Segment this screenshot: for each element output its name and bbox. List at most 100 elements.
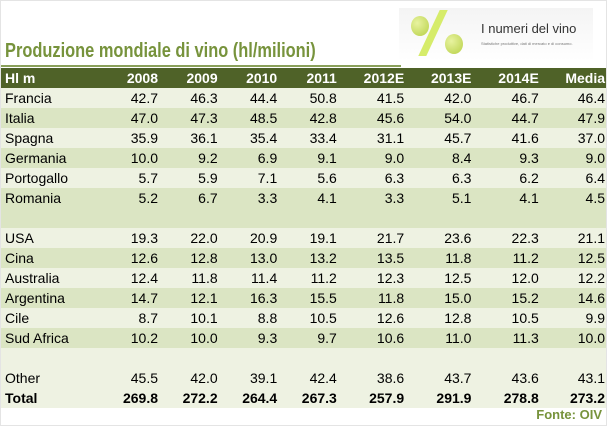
cell-value: 12.0 <box>474 268 542 288</box>
cell-value: 13.5 <box>339 248 408 268</box>
cell-value: 19.1 <box>280 228 340 248</box>
cell-value: 36.1 <box>161 128 221 148</box>
cell-value: 6.3 <box>407 168 475 188</box>
table-row: Argentina 14.7 12.1 16.3 15.5 11.8 15.0 15.2 14.… <box>1 288 606 308</box>
cell-value: 44.7 <box>474 108 542 128</box>
cell-value: 9.3 <box>474 148 542 168</box>
cell-value: 267.3 <box>280 388 340 408</box>
cell-value: 47.3 <box>161 108 221 128</box>
cell-value <box>474 208 542 228</box>
column-header: 2009 <box>161 68 221 88</box>
cell-value: 269.8 <box>101 388 162 408</box>
cell-value <box>220 208 281 228</box>
row-label <box>1 208 102 228</box>
cell-value <box>541 348 606 368</box>
table-row: Spagna 35.9 36.1 35.4 33.4 31.1 45.7 41.6 37.0 <box>1 128 606 148</box>
row-label: Francia <box>1 88 102 108</box>
cell-value <box>220 348 281 368</box>
cell-value: 4.5 <box>541 188 606 208</box>
cell-value: 12.5 <box>407 268 475 288</box>
cell-value: 10.0 <box>541 328 606 348</box>
cell-value: 10.5 <box>280 308 340 328</box>
cell-value: 16.3 <box>220 288 281 308</box>
cell-value: 42.7 <box>101 88 162 108</box>
source-note: Fonte: OIV <box>536 407 602 422</box>
logo-subtitle: Statistiche produttive, dati di mercato … <box>481 41 573 46</box>
cell-value: 10.1 <box>161 308 221 328</box>
cell-value: 3.3 <box>339 188 408 208</box>
column-header: 2014E <box>474 68 542 88</box>
cell-value: 43.7 <box>407 368 475 388</box>
cell-value <box>541 208 606 228</box>
cell-value <box>474 348 542 368</box>
row-label: Portogallo <box>1 168 102 188</box>
cell-value: 46.4 <box>541 88 606 108</box>
cell-value: 47.0 <box>101 108 162 128</box>
column-header: Hl m <box>1 68 102 88</box>
cell-value: 41.5 <box>339 88 408 108</box>
cell-value: 45.6 <box>339 108 408 128</box>
cell-value: 21.7 <box>339 228 408 248</box>
cell-value <box>280 348 340 368</box>
cell-value: 19.3 <box>101 228 162 248</box>
cell-value: 6.3 <box>339 168 408 188</box>
cell-value: 20.9 <box>220 228 281 248</box>
row-label: Total <box>1 388 102 408</box>
cell-value: 12.1 <box>161 288 221 308</box>
cell-value: 12.8 <box>407 308 475 328</box>
cell-value: 8.7 <box>101 308 162 328</box>
cell-value: 10.6 <box>339 328 408 348</box>
cell-value: 6.4 <box>541 168 606 188</box>
cell-value: 14.7 <box>101 288 162 308</box>
cell-value: 9.2 <box>161 148 221 168</box>
table-row: Cina 12.6 12.8 13.0 13.2 13.5 11.8 11.2 12.5 <box>1 248 606 268</box>
cell-value: 33.4 <box>280 128 340 148</box>
cell-value: 12.3 <box>339 268 408 288</box>
cell-value: 9.1 <box>280 148 340 168</box>
row-label: Sud Africa <box>1 328 102 348</box>
table-row: Germania 10.0 9.2 6.9 9.1 9.0 8.4 9.3 9.0 <box>1 148 606 168</box>
cell-value: 23.6 <box>407 228 475 248</box>
cell-value: 6.7 <box>161 188 221 208</box>
cell-value: 43.1 <box>541 368 606 388</box>
row-label: USA <box>1 228 102 248</box>
cell-value: 13.0 <box>220 248 281 268</box>
table-row: Italia 47.0 47.3 48.5 42.8 45.6 54.0 44.7 47.9 <box>1 108 606 128</box>
cell-value: 6.9 <box>220 148 281 168</box>
column-header: 2008 <box>101 68 162 88</box>
cell-value: 11.3 <box>474 328 542 348</box>
cell-value: 9.3 <box>220 328 281 348</box>
column-header: 2012E <box>339 68 408 88</box>
row-label: Romania <box>1 188 102 208</box>
cell-value: 35.4 <box>220 128 281 148</box>
cell-value: 15.0 <box>407 288 475 308</box>
cell-value: 15.5 <box>280 288 340 308</box>
cell-value: 264.4 <box>220 388 281 408</box>
cell-value: 39.1 <box>220 368 281 388</box>
cell-value: 10.0 <box>101 148 162 168</box>
row-label <box>1 348 102 368</box>
cell-value: 10.0 <box>161 328 221 348</box>
cell-value: 5.1 <box>407 188 475 208</box>
row-label: Other <box>1 368 102 388</box>
cell-value: 54.0 <box>407 108 475 128</box>
cell-value: 45.7 <box>407 128 475 148</box>
table-row <box>1 208 606 228</box>
table-row: Australia 12.4 11.8 11.4 11.2 12.3 12.5 12.0 12.… <box>1 268 606 288</box>
cell-value: 31.1 <box>339 128 408 148</box>
cell-value: 22.0 <box>161 228 221 248</box>
cell-value: 42.8 <box>280 108 340 128</box>
cell-value: 5.2 <box>101 188 162 208</box>
cell-value: 12.8 <box>161 248 221 268</box>
cell-value: 4.1 <box>280 188 340 208</box>
cell-value: 7.1 <box>220 168 281 188</box>
cell-value: 35.9 <box>101 128 162 148</box>
cell-value: 273.2 <box>541 388 606 408</box>
cell-value <box>407 348 475 368</box>
table-row: Portogallo 5.7 5.9 7.1 5.6 6.3 6.3 6.2 6.4 <box>1 168 606 188</box>
cell-value <box>101 208 162 228</box>
table-row: Total 269.8 272.2 264.4 267.3 257.9 291.9 278.8… <box>1 388 606 408</box>
cell-value: 5.9 <box>161 168 221 188</box>
cell-value: 11.0 <box>407 328 475 348</box>
cell-value: 11.4 <box>220 268 281 288</box>
